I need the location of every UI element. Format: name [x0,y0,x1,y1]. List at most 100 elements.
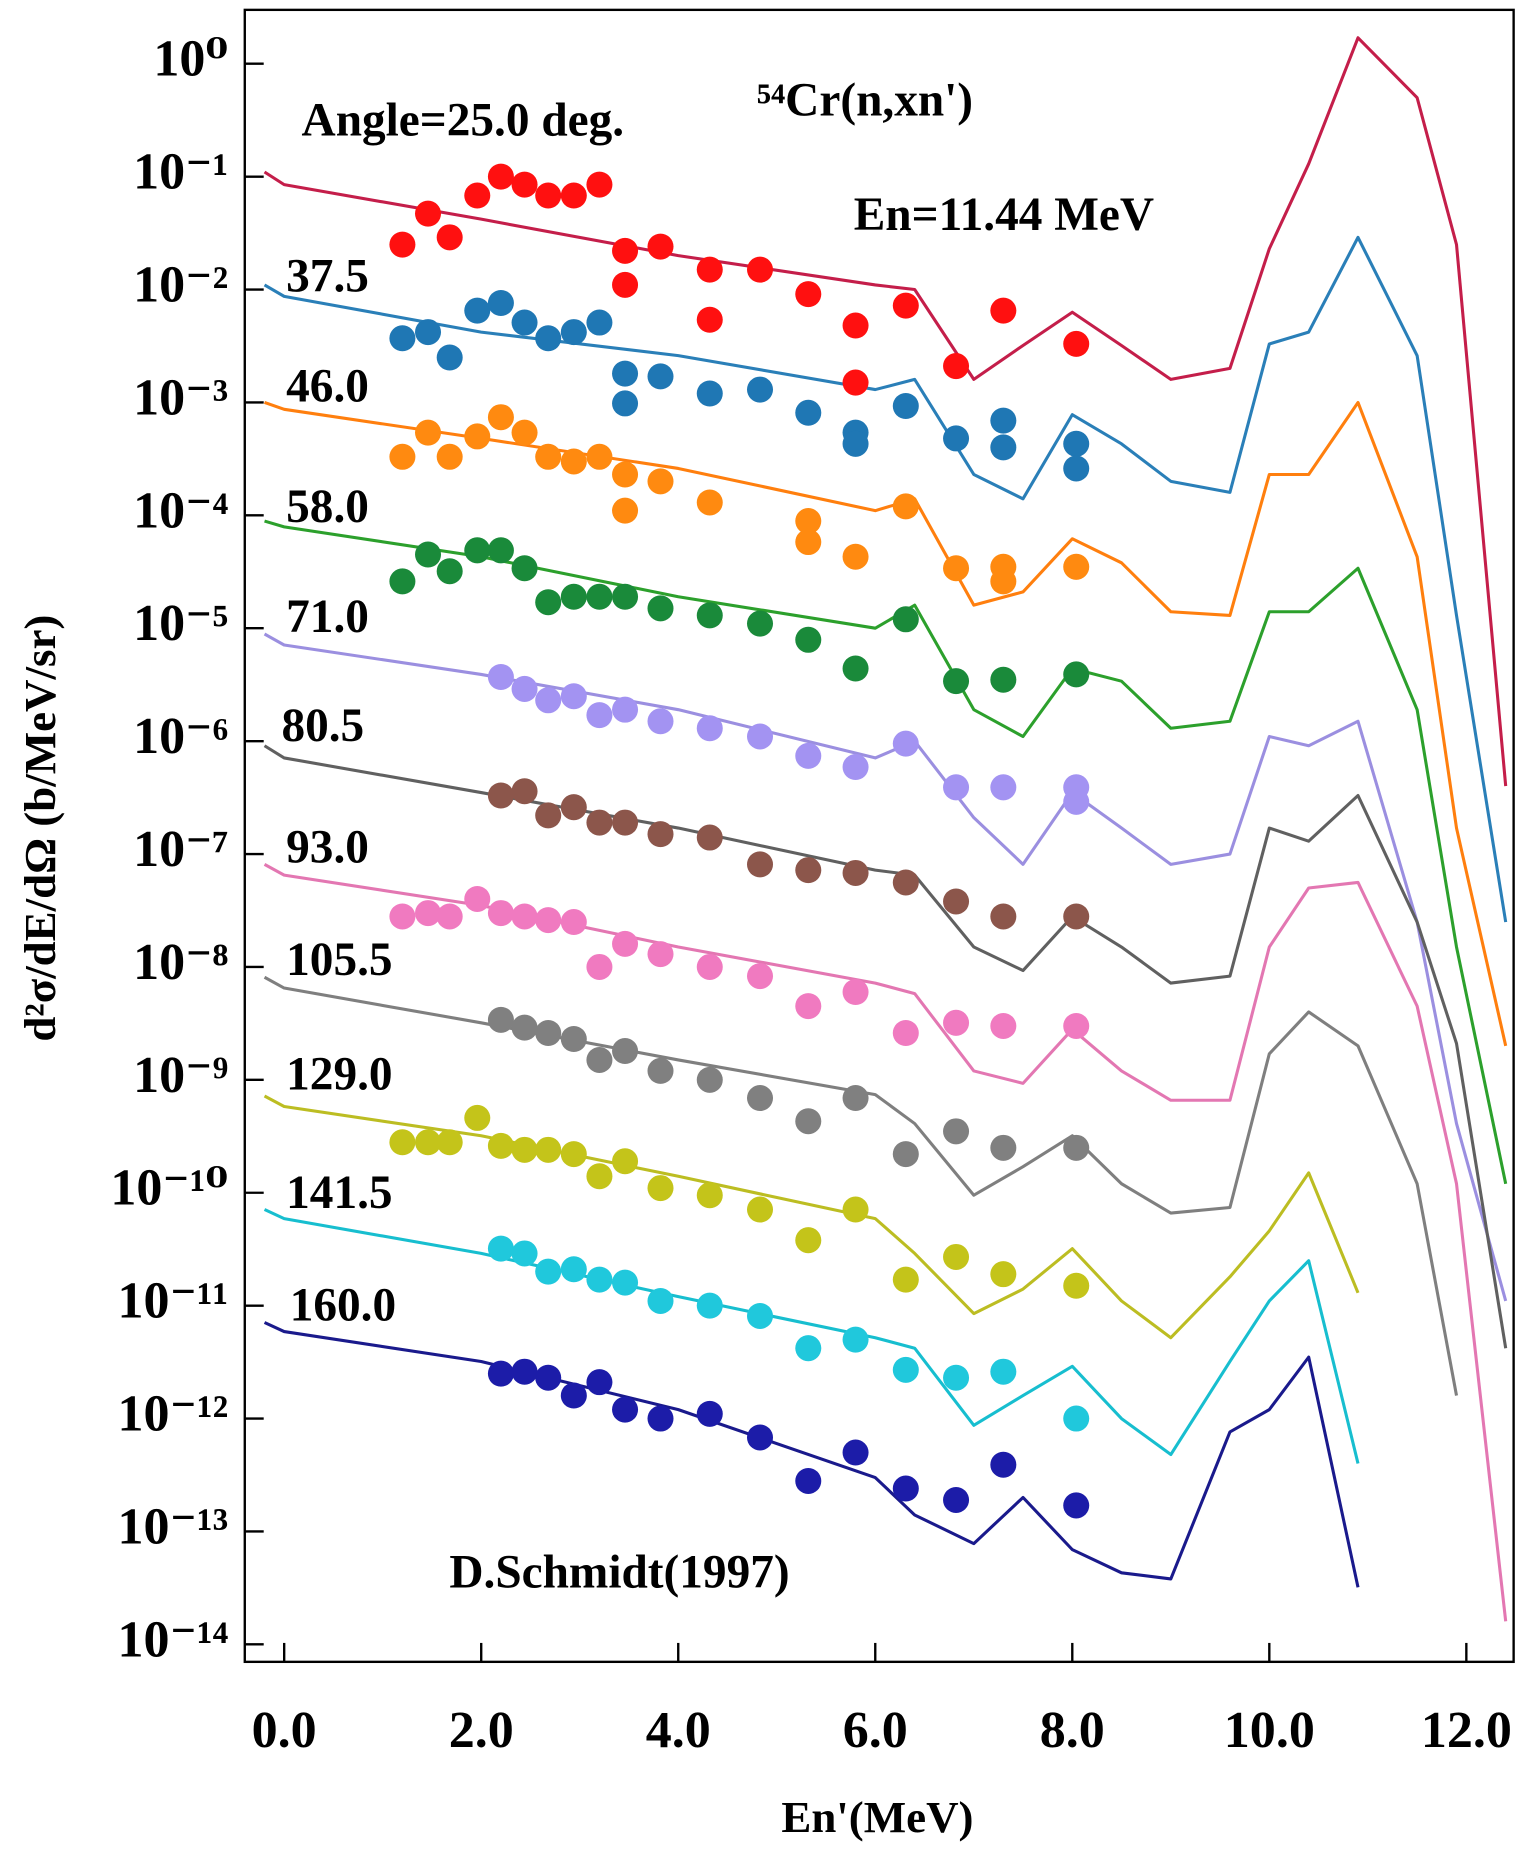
data-point [696,489,723,516]
data-point [842,859,869,886]
y-tick-label: 10⁻² [133,256,228,313]
data-point [1063,661,1090,688]
y-tick-label: 10⁻⁹ [133,1047,228,1104]
data-point [612,497,639,524]
data-point [1063,1492,1090,1519]
data-point [511,1136,538,1163]
data-point [892,292,919,319]
data-point [943,1364,970,1391]
data-point [511,675,538,702]
data-point [892,392,919,420]
data-point [586,702,613,729]
data-point [535,1136,562,1163]
data-point [436,344,463,371]
data-point [612,809,639,836]
y-tick-label: 10⁻⁴ [133,482,228,539]
series-label: 129.0 [286,1049,392,1101]
data-point [560,182,587,209]
data-point [612,696,639,723]
data-point [560,1141,587,1168]
series-label: 71.0 [286,591,369,643]
data-point [487,163,514,190]
data-point [535,589,562,616]
data-point [1063,903,1090,930]
x-tick-label: 8.0 [1040,1702,1105,1759]
data-point [487,900,514,927]
data-point [795,399,822,426]
data-point [746,376,774,403]
data-point [647,1287,674,1314]
ticks [244,62,1468,1662]
data-point [389,231,416,258]
data-point [612,237,639,264]
data-point [990,297,1017,324]
data-point [511,309,538,336]
annotation: En=11.44 MeV [854,189,1154,241]
data-point [647,595,674,622]
data-point [795,529,822,556]
data-point [842,655,869,682]
data-point [746,1424,774,1451]
data-point [511,171,538,198]
data-point [415,1129,442,1156]
data-point [696,306,723,333]
x-tick-label: 12.0 [1421,1702,1512,1759]
data-point [647,821,674,848]
data-point [436,903,463,930]
data-point [746,851,774,878]
data-point [586,171,613,198]
data-point [436,443,463,470]
data-point [535,325,562,352]
data-point [990,774,1017,801]
data-point [612,583,639,610]
data-point [511,778,538,805]
data-point [943,1009,970,1036]
series-label: 46.0 [286,360,369,412]
curve [263,863,1508,1622]
data-point [389,1129,416,1156]
annotation: D.Schmidt(1997) [449,1547,789,1599]
data-point [795,281,822,308]
data-point [560,319,587,346]
data-point [795,1335,822,1362]
data-point [647,1175,674,1202]
data-point [464,182,491,209]
data-point [696,1066,723,1093]
x-tick-label: 4.0 [646,1702,711,1759]
data-point [612,271,639,298]
data-point [943,555,970,582]
y-tick-label: 10⁻¹ [133,144,228,201]
y-tick-label: 10⁻⁵ [133,595,228,652]
data-point [696,380,723,407]
series-label: 80.5 [281,700,364,752]
data-point [560,1026,587,1053]
y-tick-label: 10⁻¹³ [118,1498,229,1555]
data-point [415,541,442,568]
data-point [943,1486,970,1513]
series-label: Angle=25.0 deg. [302,94,625,146]
data-point [696,715,723,742]
data-point [990,903,1017,930]
data-point [795,742,822,769]
data-point [560,683,587,710]
data-point [511,903,538,930]
data-point [436,224,463,251]
data-point [842,430,869,457]
data-point [696,1292,723,1319]
data-point [1063,330,1090,357]
data-point [586,309,613,336]
y-tick-label: 10⁻¹¹ [118,1273,229,1330]
chart-title: ⁵⁴Cr(n,xn') [757,74,973,126]
data-point [612,390,639,417]
data-point [696,602,723,629]
data-point [612,1038,639,1065]
y-tick-label: 10⁻⁶ [133,708,228,765]
data-point [647,233,674,260]
data-point [647,1057,674,1084]
data-point [1063,553,1090,580]
data-point [696,1182,723,1209]
data-point [990,434,1017,461]
data-point [943,1118,970,1145]
